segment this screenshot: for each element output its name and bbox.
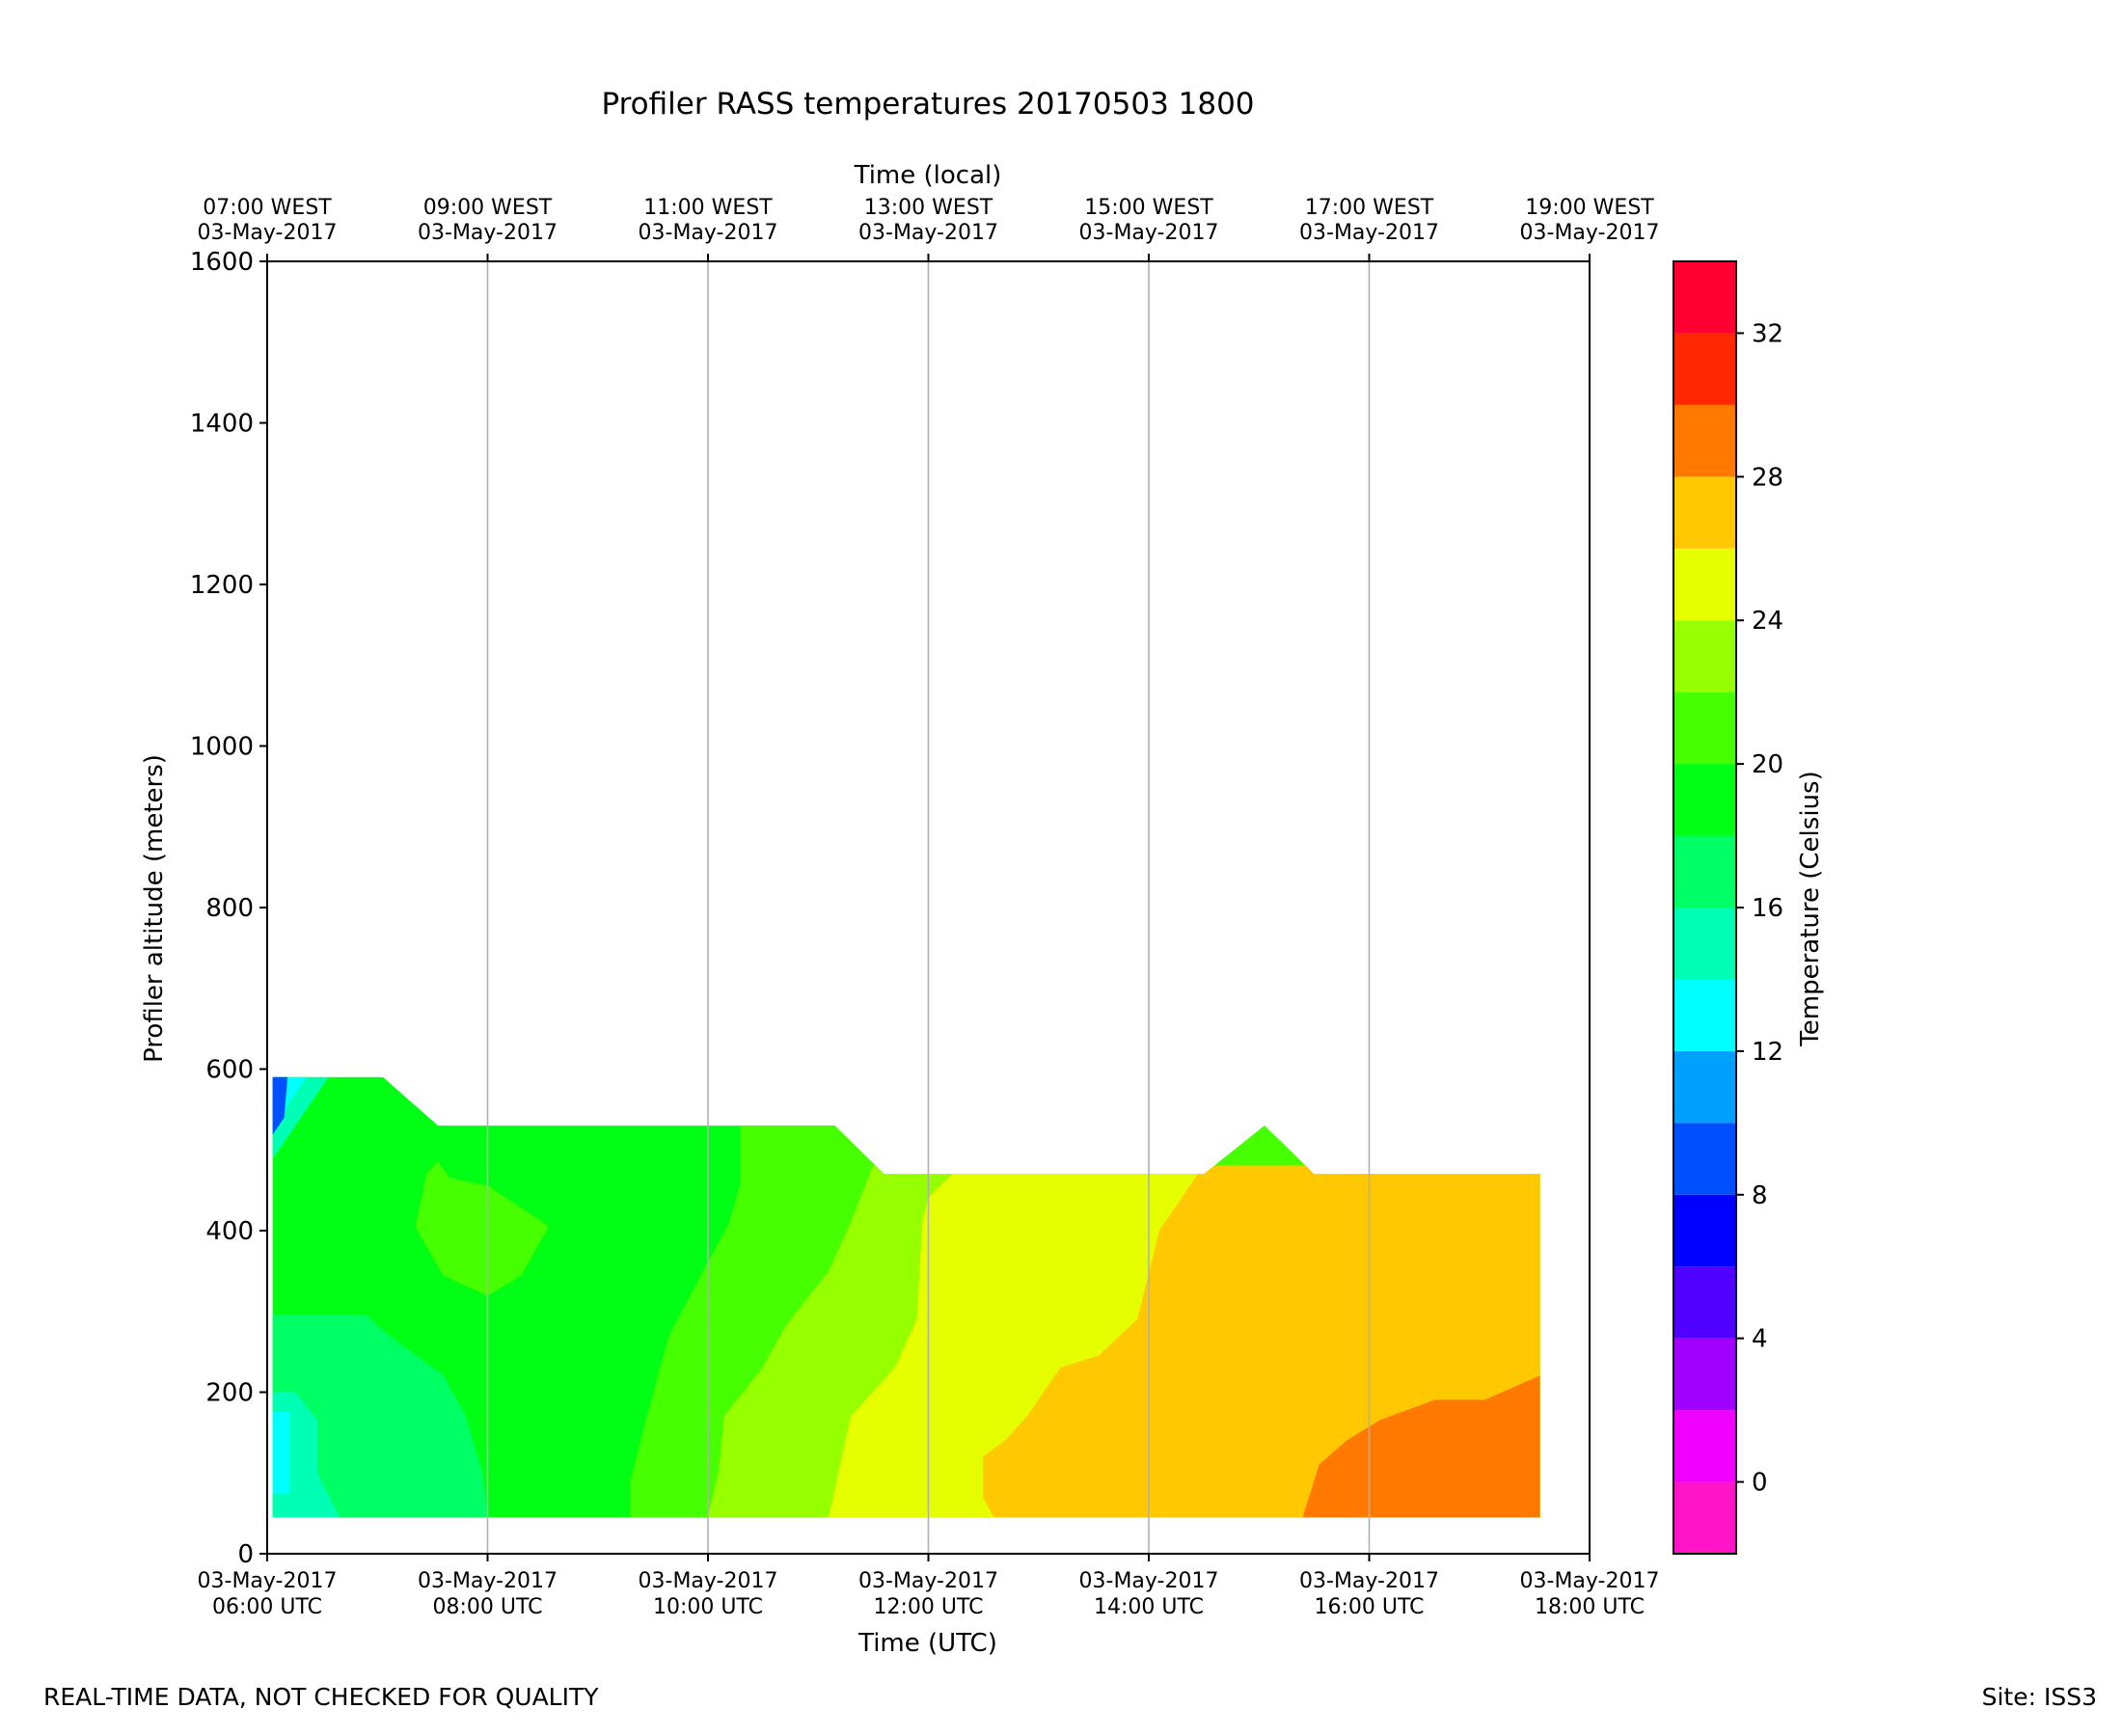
x-tick-label-date-2: 03-May-2017 (639, 1569, 778, 1593)
chart-title: Profiler RASS temperatures 20170503 1800 (601, 87, 1254, 122)
top-tick-label-time-0: 07:00 WEST (203, 196, 332, 220)
y-tick-label-2: 400 (205, 1217, 254, 1246)
y-tick-label-4: 800 (205, 894, 254, 923)
colorbar-segment-3 (1673, 1266, 1736, 1339)
colorbar-tick-label-1: 4 (1752, 1325, 1768, 1354)
top-tick-label-date-6: 03-May-2017 (1520, 221, 1660, 245)
colorbar-segment-15 (1673, 404, 1736, 477)
x-tick-label-time-0: 06:00 UTC (212, 1595, 322, 1619)
x-tick-label-time-4: 14:00 UTC (1094, 1595, 1204, 1619)
top-tick-label-date-1: 03-May-2017 (418, 221, 558, 245)
colorbar-segment-8 (1673, 908, 1736, 980)
x-tick-label-time-2: 10:00 UTC (653, 1595, 763, 1619)
y-tick-label-1: 200 (205, 1379, 254, 1408)
colorbar-segment-6 (1673, 1050, 1736, 1124)
colorbar-segment-9 (1673, 835, 1736, 908)
x-tick-label-time-1: 08:00 UTC (432, 1595, 542, 1619)
colorbar-tick-label-5: 20 (1752, 750, 1783, 779)
x-tick-label-time-5: 16:00 UTC (1314, 1595, 1424, 1619)
top-tick-label-time-1: 09:00 WEST (423, 196, 553, 220)
colorbar-segment-7 (1673, 979, 1736, 1051)
colorbar-segment-1 (1673, 1410, 1736, 1482)
y-tick-label-7: 1400 (190, 410, 254, 439)
y-tick-label-8: 1600 (190, 248, 254, 277)
top-tick-label-date-0: 03-May-2017 (198, 221, 338, 245)
gridlines (486, 261, 1371, 1554)
contour-region-20-22-8 (415, 1160, 549, 1296)
colorbar-tick-label-8: 32 (1752, 319, 1783, 348)
contour-region-28-30-13 (1302, 1375, 1540, 1518)
y-tick-label-6: 1200 (190, 571, 254, 600)
top-tick-label-date-5: 03-May-2017 (1299, 221, 1439, 245)
colorbar-tick-label-6: 24 (1752, 607, 1783, 636)
top-tick-label-date-3: 03-May-2017 (858, 221, 998, 245)
colorbar-segment-2 (1673, 1338, 1736, 1411)
colorbar-label: Temperature (Celsius) (1796, 771, 1825, 1046)
top-tick-label-date-2: 03-May-2017 (639, 221, 778, 245)
colorbar-tick-label-0: 0 (1752, 1469, 1768, 1498)
top-x-axis-label: Time (local) (854, 161, 1002, 190)
colorbar: 0 4 8 12 16 20 24 28 32 (1673, 260, 1783, 1555)
colorbar-segment-5 (1673, 1123, 1736, 1195)
top-tick-label-time-5: 17:00 WEST (1305, 196, 1434, 220)
colorbar-segment-13 (1673, 548, 1736, 621)
x-axis-label: Time (UTC) (857, 1629, 997, 1658)
axes: 0 200 400 600 800 1000 1200 1400 1600 03-May-2017… (190, 196, 1660, 1619)
y-tick-label-5: 1000 (190, 733, 254, 762)
quality-disclaimer: REAL-TIME DATA, NOT CHECKED FOR QUALITY (43, 1683, 599, 1711)
colorbar-segment-10 (1673, 764, 1736, 836)
y-tick-label-3: 600 (205, 1056, 254, 1085)
colorbar-tick-label-3: 12 (1752, 1038, 1783, 1067)
colorbar-segment-11 (1673, 692, 1736, 765)
x-tick-label-date-4: 03-May-2017 (1079, 1569, 1219, 1593)
contour-region-16-18-1 (272, 1315, 489, 1518)
contour-region-12-14-3 (272, 1411, 290, 1494)
top-tick-label-time-3: 13:00 WEST (864, 196, 993, 220)
x-tick-label-date-6: 03-May-2017 (1520, 1569, 1660, 1593)
x-tick-label-date-3: 03-May-2017 (858, 1569, 998, 1593)
colorbar-segment-4 (1673, 1194, 1736, 1267)
top-tick-label-date-4: 03-May-2017 (1079, 221, 1219, 245)
site-label: Site: ISS3 (1981, 1683, 2097, 1711)
x-tick-label-date-0: 03-May-2017 (198, 1569, 338, 1593)
colorbar-tick-label-7: 28 (1752, 463, 1783, 492)
top-tick-label-time-2: 11:00 WEST (643, 196, 773, 220)
x-tick-label-date-1: 03-May-2017 (418, 1569, 558, 1593)
contour-regions (272, 1076, 1540, 1518)
colorbar-segment-14 (1673, 476, 1736, 549)
y-tick-label-0: 0 (237, 1540, 254, 1569)
colorbar-segment-0 (1673, 1481, 1736, 1554)
colorbar-segment-17 (1673, 261, 1736, 334)
top-tick-label-time-6: 19:00 WEST (1525, 196, 1654, 220)
colorbar-tick-label-4: 16 (1752, 894, 1783, 923)
top-tick-label-time-4: 15:00 WEST (1084, 196, 1213, 220)
y-axis-label: Profiler altitude (meters) (140, 754, 169, 1063)
x-tick-label-time-3: 12:00 UTC (873, 1595, 983, 1619)
contour-region-8-10-7 (272, 1076, 288, 1136)
x-tick-label-date-5: 03-May-2017 (1299, 1569, 1439, 1593)
colorbar-segment-16 (1673, 333, 1736, 405)
colorbar-tick-label-2: 8 (1752, 1181, 1768, 1210)
x-tick-label-time-6: 18:00 UTC (1535, 1595, 1645, 1619)
colorbar-segment-12 (1673, 620, 1736, 692)
